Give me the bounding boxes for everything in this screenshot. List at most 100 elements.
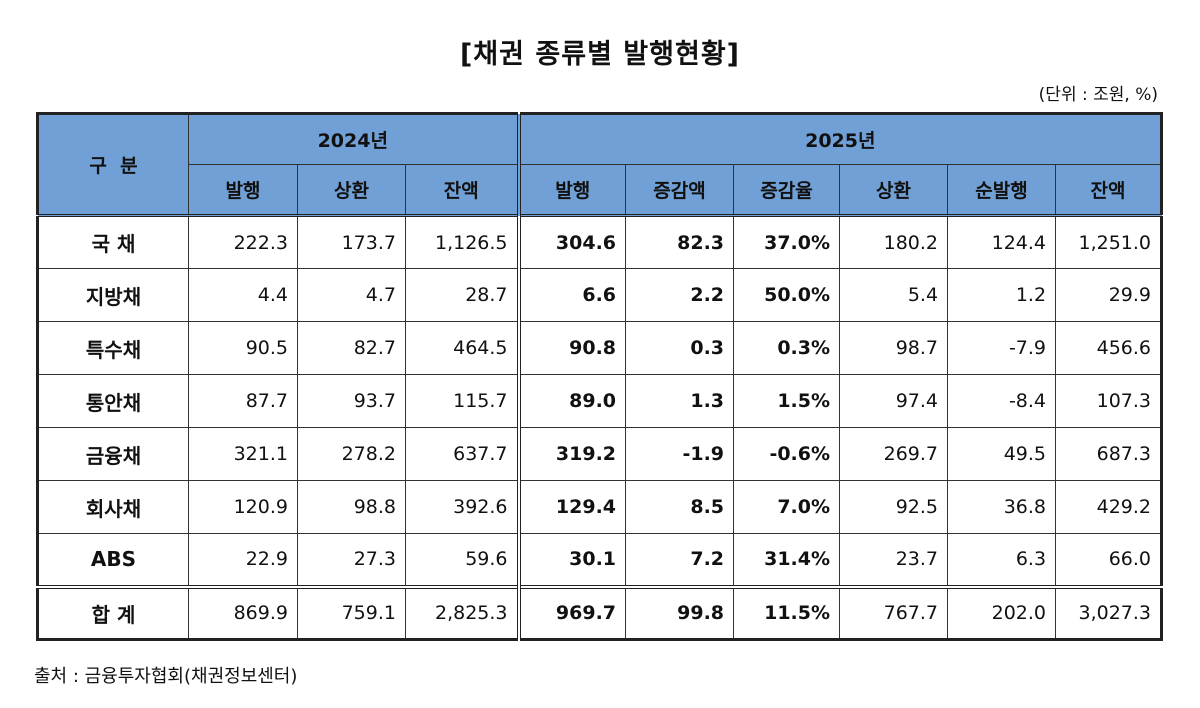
table-cell: 99.8 [625,584,735,640]
table-cell: 4.4 [188,268,298,322]
group-header-2025: 2025년 [516,112,1163,165]
table-row: ABS 22.9 27.3 59.6 30.1 7.2 31.4% 23.7 6.3 66.0 [37,533,1163,587]
table-cell: 759.1 [297,584,406,640]
table-cell: 1.5% [733,374,841,428]
column-header-2025: 상환 [839,164,949,217]
category-header: 구 분 [37,112,189,217]
table-cell: 22.9 [188,533,298,587]
table-cell: 29.9 [1055,268,1163,322]
table-cell: 98.8 [297,480,406,534]
table-cell: 456.6 [1055,321,1163,375]
table-cell: 82.3 [625,215,735,269]
row-label: 국 채 [37,215,189,269]
table-cell: 50.0% [733,268,841,322]
row-label: 합 계 [37,584,189,640]
table-cell: 222.3 [188,215,298,269]
table-cell: 7.0% [733,480,841,534]
table-cell: 319.2 [516,427,627,481]
table-cell: 82.7 [297,321,406,375]
table-cell: 392.6 [404,480,520,534]
table-row: 특수채 90.5 82.7 464.5 90.8 0.3 0.3% 98.7 -7.9 456.6 [37,321,1163,375]
table-cell: 23.7 [839,533,949,587]
table-row: 지방채 4.4 4.7 28.7 6.6 2.2 50.0% 5.4 1.2 29.9 [37,268,1163,322]
page-title: [채권 종류별 발행현황] [459,39,741,70]
table-cell: 31.4% [733,533,841,587]
table-cell: 304.6 [516,215,627,269]
unit-note: (단위 : 조원, %) [1038,85,1158,105]
total-row: 합 계 869.9 759.1 2,825.3 969.7 99.8 11.5% 767.7 2… [37,584,1163,640]
table-cell: 429.2 [1055,480,1163,534]
table-row: 금융채 321.1 278.2 637.7 319.2 -1.9 -0.6% 269.7 49.… [37,427,1163,481]
table-cell: 59.6 [404,533,520,587]
table-row: 통안채 87.7 93.7 115.7 89.0 1.3 1.5% 97.4 -8.4 107.3 [37,374,1163,428]
column-header-2025: 잔액 [1055,164,1163,217]
group-header-2024: 2024년 [187,112,520,165]
table-cell: 687.3 [1055,427,1163,481]
table-cell: 173.7 [297,215,406,269]
table-cell: 0.3% [733,321,841,375]
table-cell: 92.5 [839,480,949,534]
table-cell: 6.3 [947,533,1057,587]
column-header-2025: 증감율 [733,164,841,217]
table-cell: 8.5 [625,480,735,534]
column-header-2024: 상환 [297,164,406,217]
table-cell: 49.5 [947,427,1057,481]
table-cell: 66.0 [1055,533,1163,587]
table-cell: 321.1 [188,427,298,481]
row-label: 회사채 [37,480,189,534]
row-label: 통안채 [37,374,189,428]
table-cell: 5.4 [839,268,949,322]
bond-issuance-table: 구 분 2024년 2025년 발행 상환 잔액 발행 증감액 증감율 상환 순발행 잔액 국 … [36,112,1164,641]
table-cell: 1.2 [947,268,1057,322]
table-cell: 98.7 [839,321,949,375]
row-label: 금융채 [37,427,189,481]
table-cell: 1,126.5 [404,215,520,269]
table-cell: 2.2 [625,268,735,322]
table-cell: 7.2 [625,533,735,587]
row-label: 특수채 [37,321,189,375]
table-cell: 37.0% [733,215,841,269]
row-label: ABS [37,533,189,587]
table-cell: 3,027.3 [1055,584,1163,640]
table-cell: -7.9 [947,321,1057,375]
table-cell: -0.6% [733,427,841,481]
table-cell: 4.7 [297,268,406,322]
column-header-2025: 발행 [516,164,627,217]
table-cell: 30.1 [516,533,627,587]
table-cell: 202.0 [947,584,1057,640]
table-cell: 869.9 [188,584,298,640]
table-cell: 11.5% [733,584,841,640]
table-cell: 120.9 [188,480,298,534]
table-cell: 2,825.3 [404,584,520,640]
column-header-2025: 증감액 [625,164,735,217]
table-cell: 90.8 [516,321,627,375]
table-cell: 6.6 [516,268,627,322]
table-cell: 87.7 [188,374,298,428]
table-cell: 107.3 [1055,374,1163,428]
table-cell: 1,251.0 [1055,215,1163,269]
table-cell: 278.2 [297,427,406,481]
table-cell: 464.5 [404,321,520,375]
column-header-2024: 발행 [188,164,298,217]
table-cell: 269.7 [839,427,949,481]
table-cell: 1.3 [625,374,735,428]
table-row: 국 채 222.3 173.7 1,126.5 304.6 82.3 37.0% 180.2 1… [37,215,1163,269]
table-cell: 969.7 [516,584,627,640]
table-cell: 637.7 [404,427,520,481]
table-cell: 0.3 [625,321,735,375]
table-cell: 115.7 [404,374,520,428]
table-cell: 129.4 [516,480,627,534]
table-row: 회사채 120.9 98.8 392.6 129.4 8.5 7.0% 92.5 36.8 429… [37,480,1163,534]
table-cell: 93.7 [297,374,406,428]
table-cell: 90.5 [188,321,298,375]
table-cell: 97.4 [839,374,949,428]
source-note: 출처 : 금융투자협회(채권정보센터) [34,666,298,687]
table-cell: -1.9 [625,427,735,481]
column-header-2025: 순발행 [947,164,1057,217]
table-cell: 27.3 [297,533,406,587]
row-label: 지방채 [37,268,189,322]
column-header-2024: 잔액 [404,164,520,217]
table-cell: 180.2 [839,215,949,269]
table-cell: -8.4 [947,374,1057,428]
table-cell: 28.7 [404,268,520,322]
